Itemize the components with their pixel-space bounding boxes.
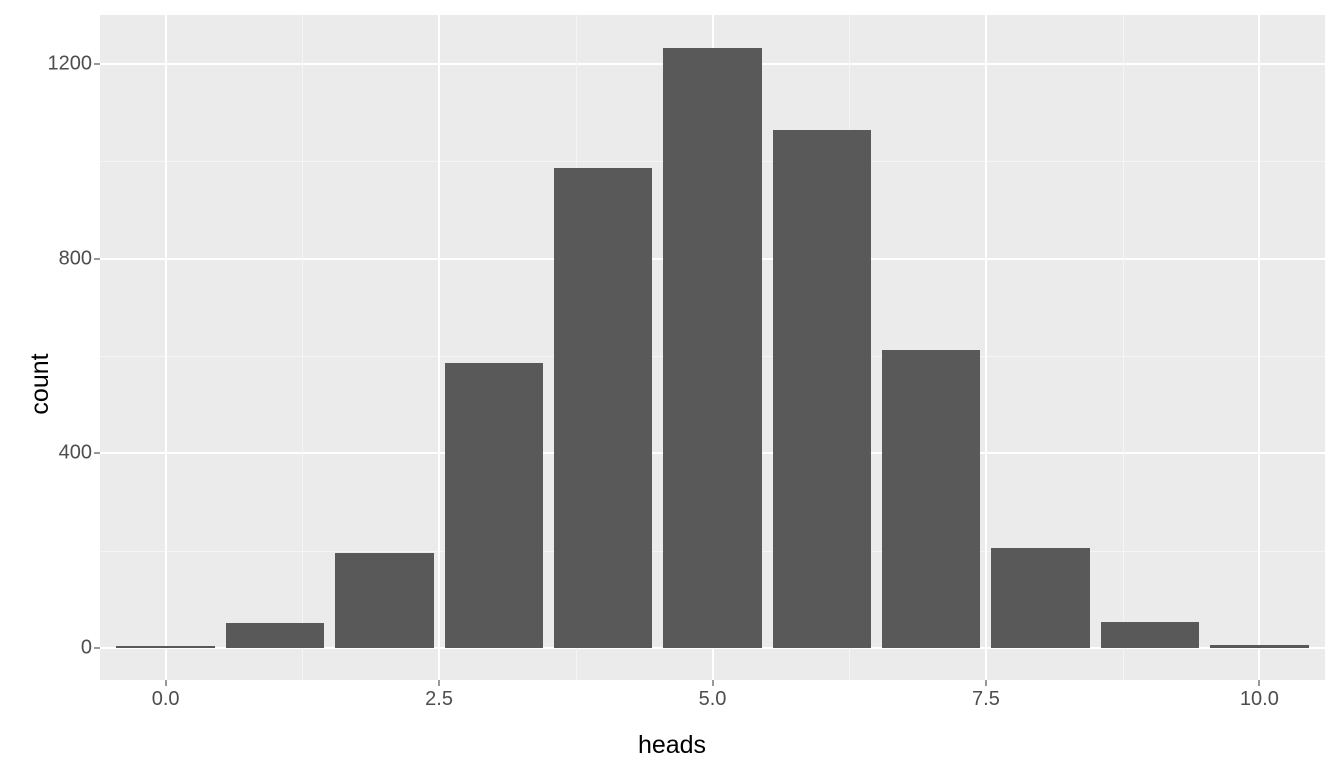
histogram-bar <box>882 350 980 649</box>
y-tick-label: 800 <box>59 247 92 270</box>
grid-line-v <box>985 15 987 680</box>
y-tick-mark <box>94 258 100 259</box>
y-tick-label: 0 <box>81 637 92 660</box>
histogram-bar <box>554 168 652 648</box>
histogram-bar <box>991 548 1089 649</box>
grid-line-v <box>165 15 167 680</box>
chart-container: count heads 0 400 800 1200 0.0 2.5 5.0 7.5 10.0 <box>0 0 1344 768</box>
x-tick-mark <box>985 680 986 686</box>
histogram-bar <box>116 646 214 648</box>
histogram-bar <box>445 363 543 648</box>
x-tick-mark <box>165 680 166 686</box>
grid-line-v <box>1258 15 1260 680</box>
grid-line-v-minor <box>302 15 303 680</box>
x-tick-label: 5.0 <box>699 688 727 711</box>
x-tick-mark <box>1259 680 1260 686</box>
y-tick-label: 400 <box>59 442 92 465</box>
x-tick-mark <box>712 680 713 686</box>
histogram-bar <box>335 553 433 648</box>
y-tick-mark <box>94 63 100 64</box>
y-tick-mark <box>94 453 100 454</box>
y-tick-label: 1200 <box>48 52 93 75</box>
grid-line-v <box>438 15 440 680</box>
plot-area <box>100 15 1325 680</box>
histogram-bar <box>663 48 761 648</box>
x-tick-label: 10.0 <box>1240 688 1279 711</box>
grid-line-v-minor <box>1123 15 1124 680</box>
x-tick-mark <box>439 680 440 686</box>
y-axis-label: count <box>26 353 55 414</box>
x-tick-label: 2.5 <box>425 688 453 711</box>
x-tick-label: 7.5 <box>972 688 1000 711</box>
histogram-bar <box>1101 622 1199 648</box>
histogram-bar <box>1210 645 1308 648</box>
x-tick-label: 0.0 <box>152 688 180 711</box>
histogram-bar <box>226 623 324 648</box>
x-axis-label: heads <box>638 731 706 760</box>
y-tick-mark <box>94 648 100 649</box>
histogram-bar <box>773 130 871 648</box>
